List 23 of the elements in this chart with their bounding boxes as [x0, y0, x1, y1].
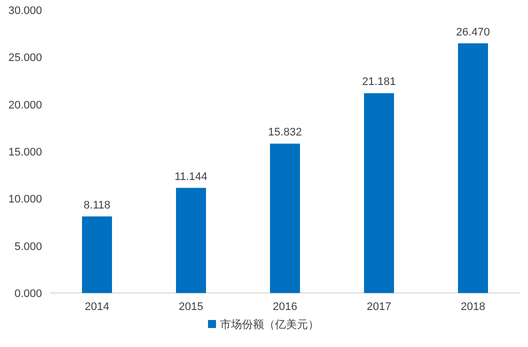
bar: [458, 43, 488, 293]
y-tick-label: 20.000: [8, 99, 42, 112]
data-label: 15.832: [268, 126, 302, 139]
data-label: 26.470: [456, 26, 490, 38]
y-tick-label: 30.000: [8, 5, 42, 17]
x-tick-label: 2014: [84, 301, 110, 313]
x-tick-label: 2017: [366, 301, 392, 313]
y-tick-label: 15.000: [8, 146, 42, 158]
bar: [364, 93, 394, 293]
x-tick-label: 2018: [460, 301, 486, 313]
y-tick-label: 0.000: [14, 288, 42, 300]
legend-label: 市场份额（亿美元）: [220, 318, 319, 331]
data-label: 11.144: [174, 170, 208, 183]
bar: [270, 144, 300, 293]
bar: [176, 188, 206, 293]
y-tick-label: 25.000: [8, 52, 42, 64]
y-tick-label: 10.000: [8, 194, 42, 206]
y-tick-label: 5.000: [14, 240, 42, 253]
x-tick-label: 2016: [272, 301, 298, 313]
data-label: 21.181: [362, 76, 396, 88]
bar: [82, 216, 112, 293]
x-tick-label: 2015: [178, 301, 204, 313]
data-label: 8.118: [84, 199, 110, 212]
